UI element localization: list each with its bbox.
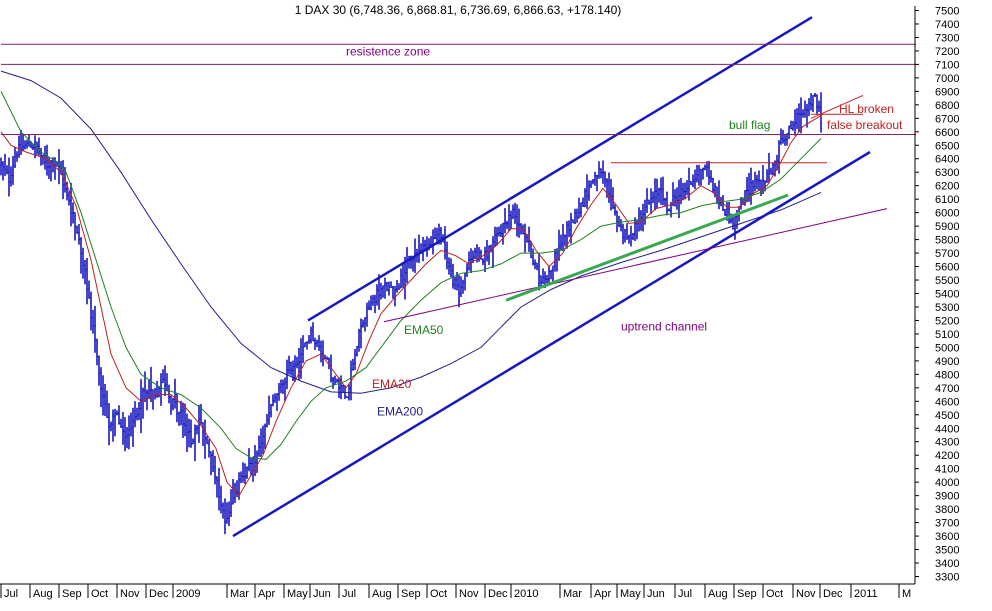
y-tick-label: 3600 xyxy=(935,531,959,543)
ema50-line xyxy=(0,91,822,460)
y-tick-label: 5100 xyxy=(935,329,959,341)
moving-averages xyxy=(0,70,822,497)
x-tick-label: Jul xyxy=(678,588,692,600)
y-tick-label: 6200 xyxy=(935,181,959,193)
y-tick-label: 3700 xyxy=(935,518,959,530)
y-tick-label: 7300 xyxy=(935,32,959,44)
y-tick-label: 5600 xyxy=(935,262,959,274)
trend-lines xyxy=(1,16,916,538)
x-tick-label: 2010 xyxy=(514,588,538,600)
y-tick-label: 5500 xyxy=(935,275,959,287)
y-tick-label: 5700 xyxy=(935,248,959,260)
x-tick-label: Nov xyxy=(796,588,816,600)
y-tick-label: 7500 xyxy=(935,6,959,18)
y-tick-label: 5000 xyxy=(935,342,959,354)
y-tick-label: 4400 xyxy=(935,423,959,435)
annotation-label: bull flag xyxy=(729,118,770,132)
y-tick-label: 3900 xyxy=(935,491,959,503)
x-tick-label: Dec xyxy=(488,588,508,600)
y-tick-label: 6700 xyxy=(935,113,959,125)
y-tick-label: 6600 xyxy=(935,127,959,139)
y-tick-label: 4900 xyxy=(935,356,959,368)
y-tick-label: 7100 xyxy=(935,59,959,71)
y-tick-label: 5300 xyxy=(935,302,959,314)
y-tick-label: 6100 xyxy=(935,194,959,206)
y-tick-label: 6900 xyxy=(935,86,959,98)
x-tick-label: Sep xyxy=(737,588,757,600)
y-tick-label: 4000 xyxy=(935,477,959,489)
x-tick-label: Dec xyxy=(149,588,169,600)
y-tick-label: 4600 xyxy=(935,396,959,408)
x-tick-label: Jul xyxy=(4,588,18,600)
x-tick-label: May xyxy=(620,588,641,600)
y-tick-label: 7200 xyxy=(935,46,959,58)
annotation-label: EMA50 xyxy=(404,323,444,337)
x-tick-label: Dec xyxy=(823,588,843,600)
y-tick-label: 6000 xyxy=(935,208,959,220)
x-tick-label: Oct xyxy=(766,588,783,600)
x-tick-label: Oct xyxy=(91,588,108,600)
x-tick-label: M xyxy=(902,588,911,600)
annotations: resistence zone bull flag HL broken false b… xyxy=(346,45,903,419)
x-tick-label: 2009 xyxy=(176,588,200,600)
y-tick-label: 5900 xyxy=(935,221,959,233)
y-tick-label: 6800 xyxy=(935,100,959,112)
x-tick-label: Aug xyxy=(33,588,53,600)
channel-upper xyxy=(307,16,813,322)
y-tick-label: 6300 xyxy=(935,167,959,179)
x-tick-label: Nov xyxy=(120,588,140,600)
x-tick-label: May xyxy=(287,588,308,600)
x-tick-label: Apr xyxy=(594,588,611,600)
x-tick-label: 2011 xyxy=(854,588,878,600)
annotation-label: EMA200 xyxy=(377,404,423,418)
y-tick-label: 7400 xyxy=(935,19,959,31)
ema200-line xyxy=(0,70,822,394)
x-tick-label: Aug xyxy=(708,588,728,600)
y-tick-label: 6500 xyxy=(935,140,959,152)
y-tick-label: 4300 xyxy=(935,437,959,449)
y-tick-label: 7000 xyxy=(935,73,959,85)
y-tick-label: 3500 xyxy=(935,545,959,557)
y-tick-label: 5400 xyxy=(935,289,959,301)
annotation-label: resistence zone xyxy=(346,45,430,59)
channel-lower xyxy=(232,150,871,538)
y-tick-label: 6400 xyxy=(935,154,959,166)
y-tick-label: 5800 xyxy=(935,235,959,247)
x-tick-label: Jun xyxy=(313,588,331,600)
annotation-label: EMA20 xyxy=(372,377,412,391)
x-tick-label: Aug xyxy=(372,588,392,600)
x-tick-label: Sep xyxy=(401,588,421,600)
y-tick-label: 4500 xyxy=(935,410,959,422)
y-tick-label: 3800 xyxy=(935,504,959,516)
x-tick-label: Mar xyxy=(230,588,249,600)
y-tick-label: 4800 xyxy=(935,369,959,381)
chart-title: 1 DAX 30 (6,748.36, 6,868.81, 6,736.69, … xyxy=(295,3,622,17)
y-tick-label: 4700 xyxy=(935,383,959,395)
y-tick-label: 3400 xyxy=(935,558,959,570)
annotation-label: false breakout xyxy=(827,118,903,132)
annotation-label: HL broken xyxy=(839,102,894,116)
x-tick-label: Jun xyxy=(647,588,665,600)
support-purple xyxy=(383,208,888,323)
y-tick-label: 5200 xyxy=(935,315,959,327)
price-bar xyxy=(819,92,823,133)
annotation-label: uptrend channel xyxy=(621,320,707,334)
green-trend xyxy=(505,193,789,302)
x-tick-label: Apr xyxy=(258,588,275,600)
y-tick-label: 3300 xyxy=(935,572,959,584)
y-tick-label: 4200 xyxy=(935,450,959,462)
x-tick-label: Oct xyxy=(430,588,447,600)
x-tick-label: Jul xyxy=(342,588,356,600)
y-tick-label: 4100 xyxy=(935,464,959,476)
x-tick-label: Nov xyxy=(459,588,479,600)
x-tick-label: Sep xyxy=(62,588,82,600)
x-tick-label: Mar xyxy=(563,588,582,600)
ema20-line xyxy=(0,115,822,497)
